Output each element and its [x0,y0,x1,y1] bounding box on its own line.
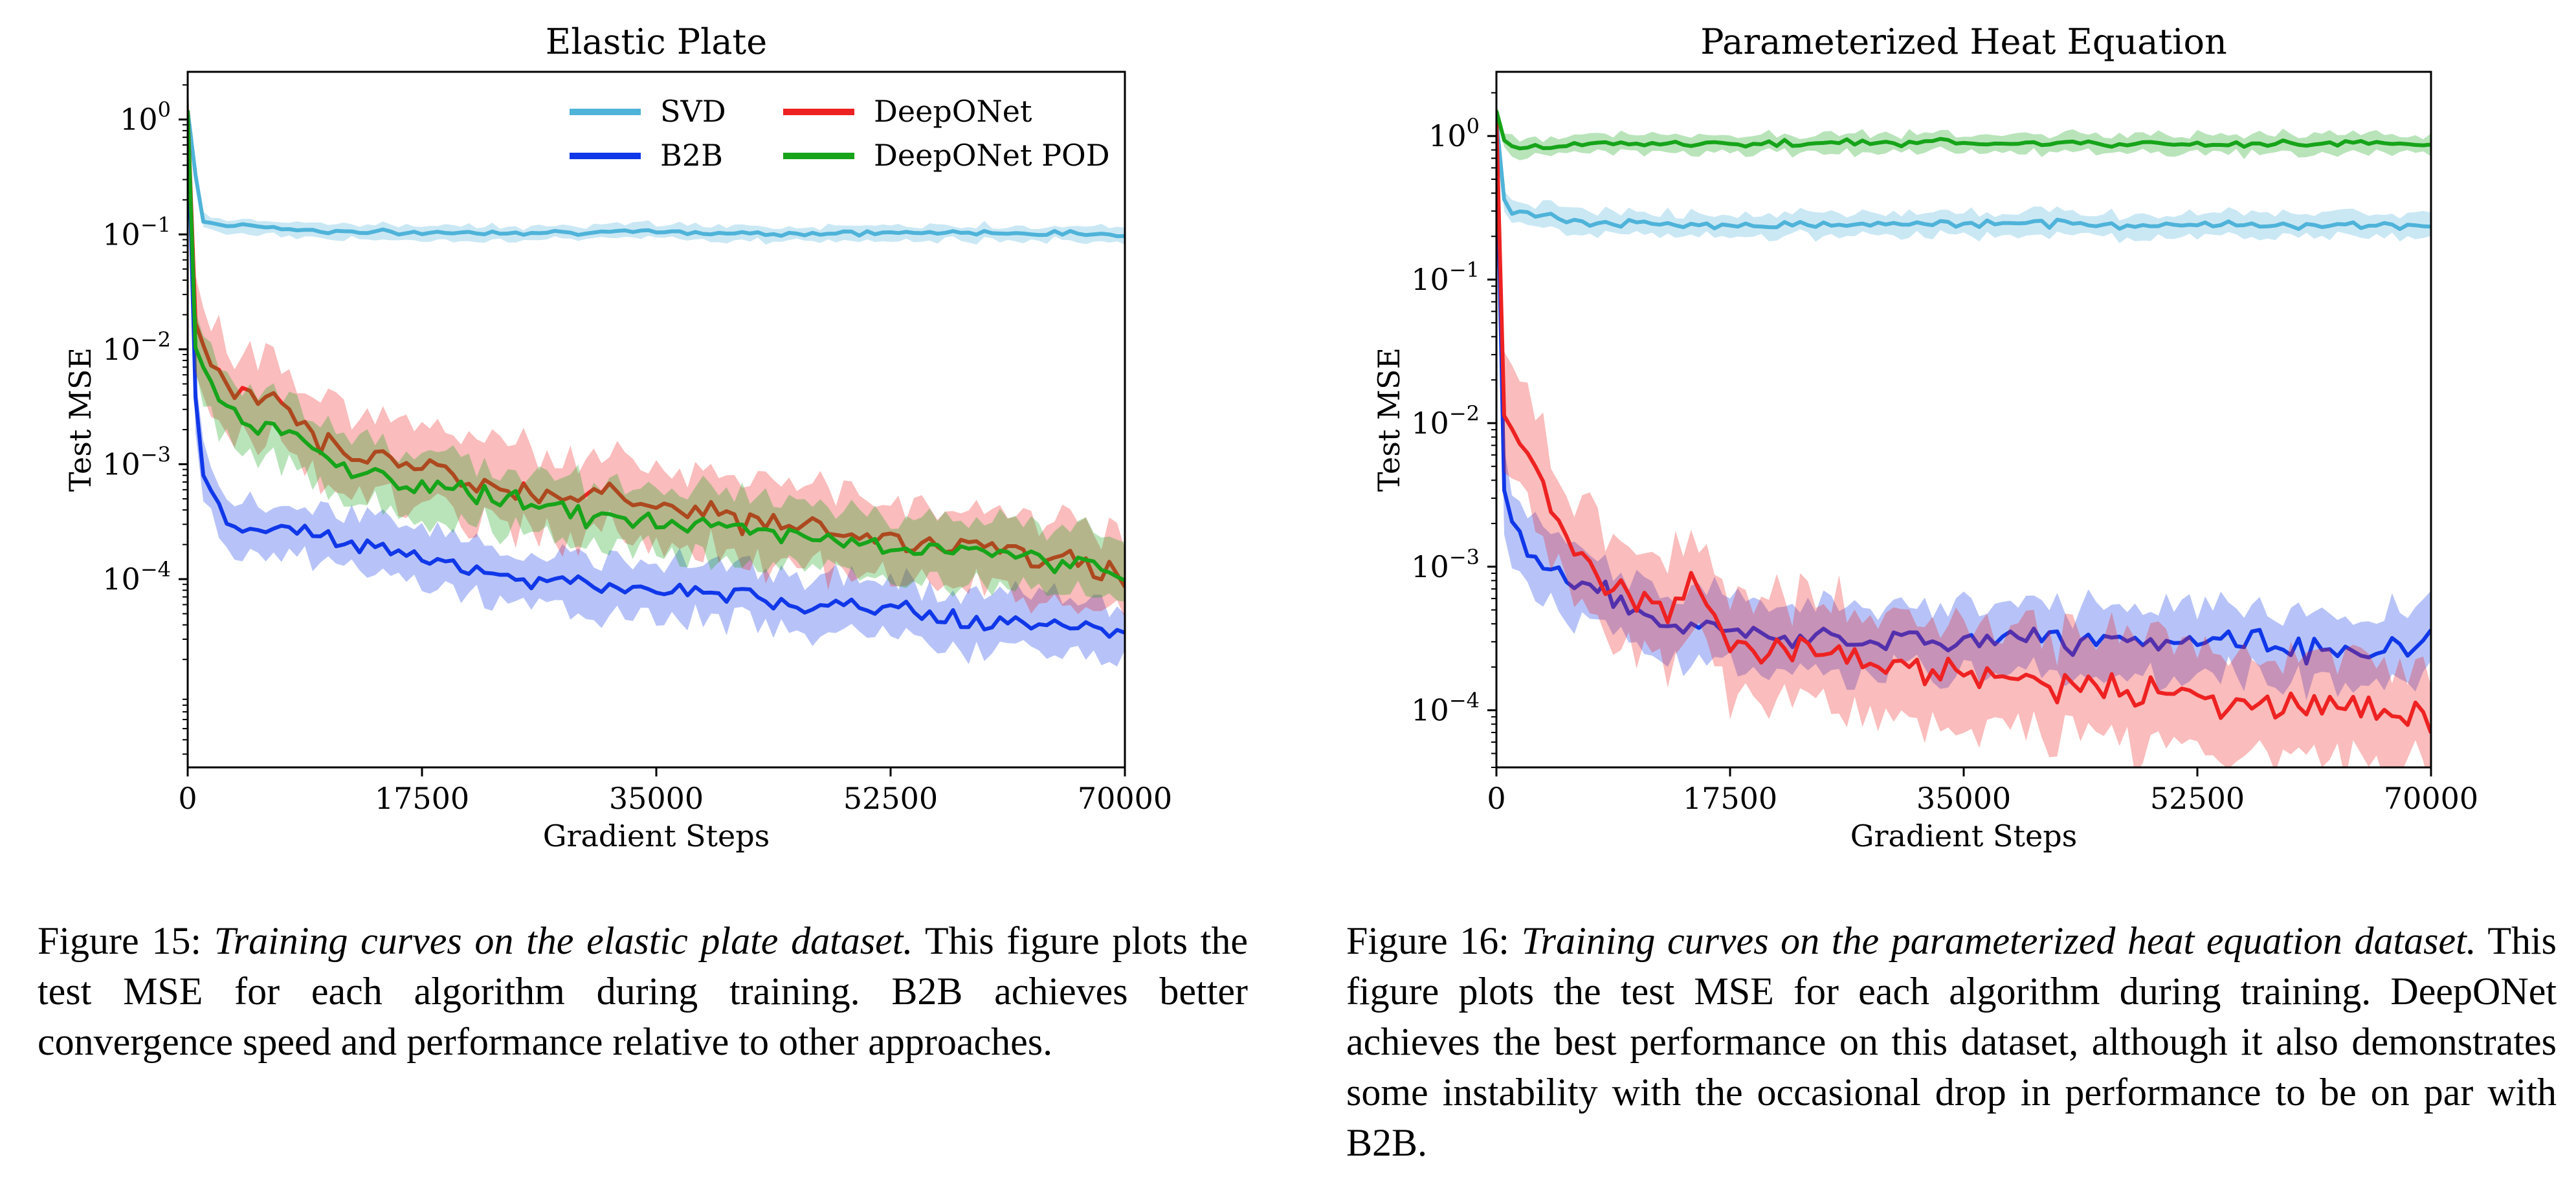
band-deeponet-pod [188,72,1125,602]
plot-area [188,72,1125,667]
x-tick-label: 0 [1487,781,1505,816]
x-tick-label: 17500 [1683,781,1777,816]
legend-label: DeepONet [874,94,1032,129]
legend-item: B2B [570,138,723,173]
y-tick-label: 10−3 [102,442,171,481]
x-tick-label: 52500 [843,781,938,816]
figure-canvas: 0 17500 35000 52500 70000 100 10−1 10−2 10−3 10−4… [63,21,2478,853]
band-b2b [1496,76,2431,701]
x-tick-label: 35000 [609,781,704,816]
caption-body: This figure plots the test MSE for each … [38,919,1249,1063]
x-tick-label: 52500 [2150,781,2245,816]
chart-title: Parameterized Heat Equation [1700,21,2226,62]
caption-label: Figure 16: [1346,919,1509,962]
y-tick-label: 10−4 [102,557,171,597]
y-tick-label: 10−1 [102,212,171,252]
chart-title: Elastic Plate [546,21,767,62]
line-b2b [188,110,1125,639]
line-deeponet [1496,119,2431,734]
x-tick-label: 17500 [375,781,469,816]
y-tick-label: 100 [120,98,171,137]
elastic-plate-chart: 0 17500 35000 52500 70000 100 10−1 10−2 10−3 10−4… [63,21,1172,853]
line-b2b [1496,119,2431,666]
heat-equation-chart: 0 17500 35000 52500 70000 100 10−1 10−2 10−3 10−4… [1371,21,2478,853]
y-tick-label: 10−3 [1411,545,1480,584]
band-deeponet-pod [1496,103,2431,160]
line-deeponet-pod [188,110,1125,582]
legend-label: SVD [660,94,726,129]
figure-16-caption: Figure 16: Training curves on the parame… [1346,916,2557,1168]
y-axis-label: Test MSE [1371,347,1406,492]
y-tick-label: 10−1 [1411,258,1480,297]
line-deeponet [188,110,1125,588]
y-tick-label: 10−2 [102,327,171,367]
x-tick-label: 70000 [2384,781,2478,816]
x-tick-label: 70000 [1078,781,1172,816]
caption-label: Figure 15: [38,919,202,962]
x-tick-label: 35000 [1916,781,2011,816]
x-axis-label: Gradient Steps [1850,818,2078,853]
band-deeponet [1496,76,2431,767]
caption-body: This figure plots the test MSE for each … [1346,919,2557,1164]
caption-title: Training curves on the parameterized hea… [1521,919,2476,962]
y-tick-label: 100 [1428,114,1480,153]
band-b2b [188,87,1125,667]
x-tick-label: 0 [178,781,197,816]
line-deeponet-pod [1496,110,2431,151]
legend-label: B2B [660,138,723,173]
caption-title: Training curves on the elastic plate dat… [214,919,913,962]
band-svd [1496,108,2431,244]
legend: SVD B2B DeepONet DeepONet POD [570,94,1110,173]
legend-item: DeepONet [783,94,1032,129]
x-axis-label: Gradient Steps [543,818,770,853]
legend-label: DeepONet POD [874,138,1110,173]
legend-item: SVD [570,94,726,129]
y-axis-label: Test MSE [63,347,98,492]
line-svd [1496,119,2431,231]
y-tick-label: 10−2 [1411,401,1480,441]
figure-15-caption: Figure 15: Training curves on the elasti… [38,916,1248,1067]
y-tick-label: 10−4 [1411,688,1480,728]
line-svd [188,110,1125,239]
legend-item: DeepONet POD [783,138,1110,173]
plot-area [1496,76,2431,767]
